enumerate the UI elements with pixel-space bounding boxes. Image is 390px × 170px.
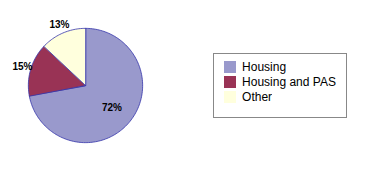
- html-text:Housing: Housing: [242, 59, 287, 74]
- html-text:Other: Other: [242, 89, 273, 104]
- html-text:Housing and PAS: Housing and PAS: [242, 74, 336, 89]
- svg-text:15%: 15%: [12, 61, 32, 72]
- svg-text:13%: 13%: [49, 19, 69, 30]
- svg-text:72%: 72%: [102, 102, 122, 113]
